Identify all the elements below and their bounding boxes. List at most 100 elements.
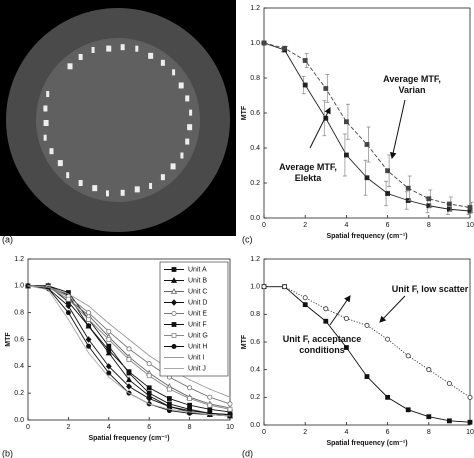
- annotation-line: Unit F, acceptance: [283, 334, 362, 344]
- marker: [171, 343, 177, 349]
- marker: [426, 414, 432, 420]
- bar-pattern: [149, 182, 153, 189]
- y-tick-label: 0.2: [250, 180, 260, 187]
- y-tick-label: 0.0: [14, 417, 24, 424]
- y-tick-label: 0.8: [14, 310, 24, 317]
- annotation-line: Varian: [398, 85, 425, 95]
- marker: [66, 296, 71, 302]
- series-line: [264, 286, 471, 423]
- bar-patterns: [43, 44, 193, 197]
- marker: [364, 374, 370, 379]
- marker: [86, 323, 91, 329]
- y-tick-label: 1.0: [250, 284, 260, 291]
- marker: [209, 414, 211, 416]
- x-tick-label: 10: [226, 424, 234, 431]
- y-tick-label: 0.4: [250, 145, 260, 152]
- x-tick-label: 6: [147, 424, 151, 431]
- marker: [65, 302, 72, 310]
- y-tick-label: 0.4: [14, 363, 24, 370]
- marker: [323, 318, 329, 324]
- bar-pattern: [185, 95, 190, 102]
- marker: [126, 357, 132, 363]
- annotation-arrow: [309, 107, 331, 149]
- y-axis-label: MTF: [241, 105, 248, 120]
- annotation: Average MTF, Varian: [383, 74, 441, 95]
- marker: [302, 295, 308, 301]
- legend-label: Unit J: [188, 365, 206, 372]
- marker: [446, 201, 452, 207]
- legend-box: [159, 261, 229, 377]
- marker: [302, 302, 308, 308]
- annotation-line: Unit F, low scatter: [392, 284, 469, 294]
- y-axis-label: MTF: [241, 334, 248, 349]
- bar-pattern: [134, 186, 140, 193]
- marker: [47, 289, 49, 291]
- annotation: Average MTF, Elekta: [279, 162, 337, 183]
- marker: [261, 284, 267, 290]
- bar-pattern: [172, 69, 176, 76]
- marker: [106, 337, 112, 342]
- bar-pattern: [43, 105, 48, 112]
- bar-pattern: [78, 180, 83, 187]
- x-tick-label: 0: [262, 429, 266, 436]
- y-tick-label: 0.6: [250, 110, 260, 117]
- y-tick-label: 1.2: [14, 256, 24, 263]
- marker: [86, 343, 92, 349]
- series: [261, 284, 473, 400]
- marker: [446, 380, 452, 386]
- marker: [229, 396, 231, 398]
- bar-pattern: [160, 174, 165, 181]
- x-tick-label: 2: [303, 429, 307, 436]
- marker: [88, 352, 90, 354]
- marker: [343, 315, 349, 321]
- marker: [189, 379, 191, 381]
- x-axis-label: Spatial frequency (cm⁻¹): [326, 233, 407, 240]
- marker: [302, 58, 308, 63]
- marker: [282, 284, 288, 290]
- marker: [85, 336, 92, 343]
- marker: [323, 86, 329, 91]
- marker: [146, 385, 152, 391]
- bar-pattern: [46, 91, 50, 98]
- legend-label: Unit I: [188, 354, 204, 361]
- x-axis-label: Spatial frequency (cm⁻¹): [88, 435, 169, 442]
- marker: [128, 338, 130, 341]
- bar-pattern: [120, 44, 125, 51]
- marker: [106, 370, 112, 376]
- marker: [126, 383, 132, 390]
- legend-label: Unit B: [188, 277, 207, 284]
- x-tick-label: 4: [344, 222, 348, 229]
- marker: [171, 333, 177, 338]
- x-tick-label: 2: [66, 424, 70, 431]
- marker: [170, 277, 178, 283]
- bar-pattern: [43, 119, 49, 126]
- marker: [187, 402, 193, 408]
- marker: [108, 376, 110, 378]
- y-axis-label: MTF: [5, 332, 12, 347]
- marker: [207, 406, 213, 412]
- marker: [343, 152, 349, 158]
- bar-pattern: [135, 45, 139, 52]
- bar-pattern: [57, 160, 63, 167]
- series-line: [263, 42, 471, 208]
- x-axis-label: Spatial frequency (cm⁻¹): [326, 440, 407, 447]
- marker: [125, 376, 133, 383]
- y-tick-label: 0.8: [250, 75, 260, 82]
- y-tick-label: 0.0: [250, 422, 260, 429]
- phantom-insert: [36, 38, 200, 202]
- x-tick-label: 6: [386, 222, 390, 229]
- marker: [171, 267, 177, 272]
- marker: [446, 418, 452, 424]
- bar-pattern: [92, 185, 98, 192]
- bar-pattern: [67, 63, 73, 70]
- marker: [106, 343, 112, 349]
- marker: [207, 394, 213, 400]
- panel-label: (d): [242, 448, 253, 458]
- marker: [364, 322, 370, 328]
- bar-pattern: [78, 53, 83, 60]
- marker: [385, 336, 391, 342]
- marker: [126, 346, 132, 352]
- marker: [27, 285, 29, 287]
